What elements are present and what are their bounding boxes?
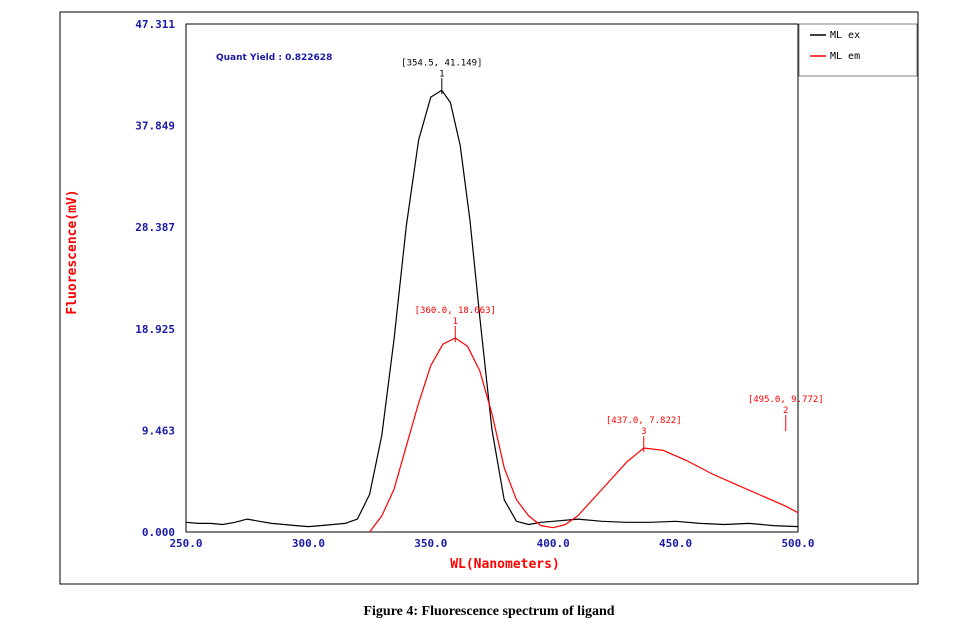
y-tick-label: 18.925 [135,323,175,336]
x-tick-label: 500.0 [781,537,814,550]
annotations-layer: 1[354.5, 41.149]1[360.0, 18.063]3[437.0,… [401,58,824,453]
legend: ML ex ML em [798,23,918,77]
series-line-ex [185,89,799,528]
x-tick-label: 250.0 [169,537,202,550]
quant-yield-label: Quant Yield : 0.822628 [216,53,332,63]
x-tick-label: 400.0 [537,537,570,550]
y-tick-label: 9.463 [142,424,175,437]
y-tick-label: 28.387 [135,221,175,234]
figure-caption: Figure 4: Fluorescence spectrum of ligan… [363,604,615,619]
y-axis-ticks: 0.000 9.463 18.925 28.387 37.849 47.311 [135,18,175,539]
series-line-em [369,337,799,533]
peak-marker-number: 2 [783,406,788,416]
peak-annotation-label: [354.5, 41.149] [401,58,482,68]
x-axis-ticks: 250.0 300.0 350.0 400.0 450.0 500.0 [169,537,814,550]
x-tick-label: 300.0 [292,537,325,550]
legend-label-ex: ML ex [830,30,860,41]
plot-area [185,23,799,533]
fluorescence-chart: 0.000 9.463 18.925 28.387 37.849 47.311 250.0… [59,11,919,585]
series-layer [185,89,799,533]
peak-annotation-label: [360.0, 18.063] [415,306,496,316]
legend-label-em: ML em [830,51,860,62]
y-axis-title: Fluorescence(mV) [65,189,80,314]
legend-box [798,23,918,77]
peak-marker-number: 1 [439,69,444,79]
peak-annotation-label: [495.0, 9.772] [748,395,824,405]
x-axis-title: WL(Nanometers) [450,557,560,572]
x-tick-label: 450.0 [659,537,692,550]
peak-annotation-label: [437.0, 7.822] [606,416,682,426]
y-tick-label: 0.000 [142,526,175,539]
peak-marker-number: 1 [453,317,458,327]
x-tick-label: 350.0 [414,537,447,550]
y-tick-label: 37.849 [135,120,175,133]
y-tick-label: 47.311 [135,18,175,31]
peak-marker-number: 3 [641,427,646,437]
